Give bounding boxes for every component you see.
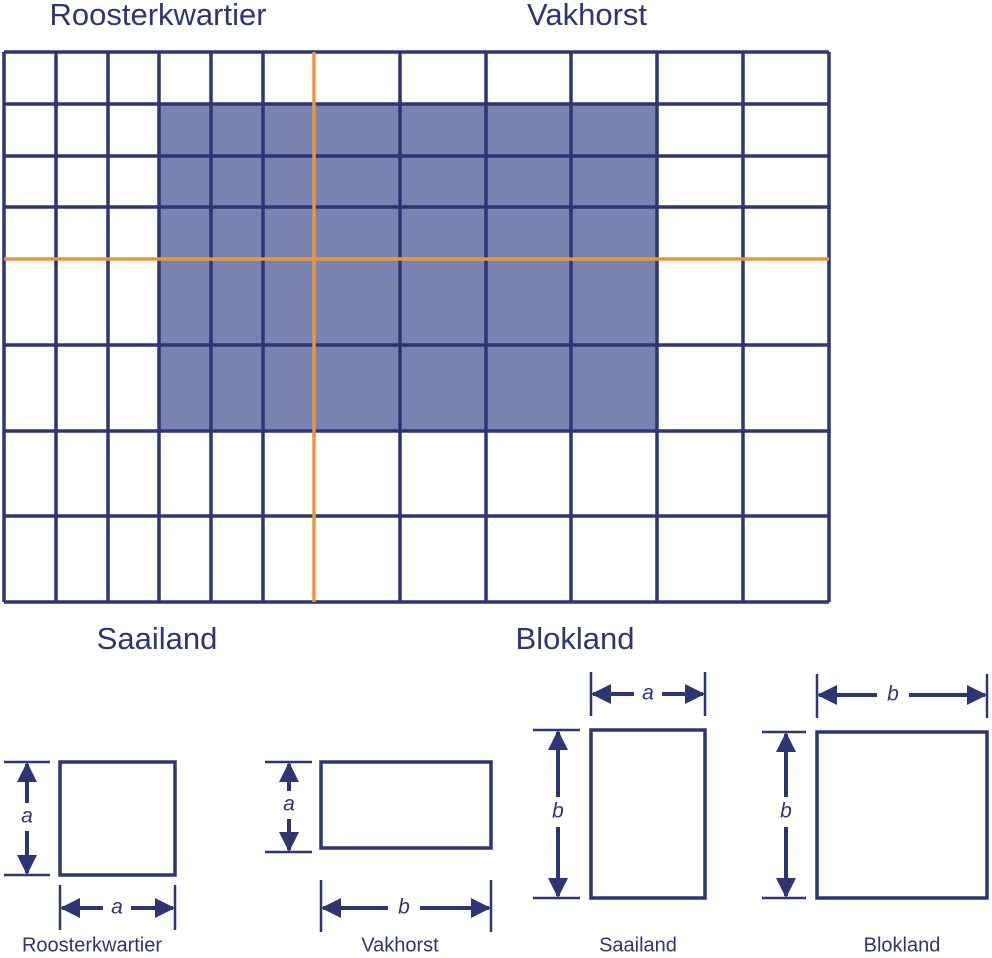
figure: b b Blokland [762, 674, 989, 956]
width-label: b [398, 896, 410, 919]
width-label: a [111, 896, 123, 919]
shaded-area [159, 104, 657, 431]
height-label: a [283, 793, 295, 816]
caption: Vakhorst [361, 934, 439, 956]
height-label: b [552, 800, 564, 823]
caption: Blokland [864, 934, 941, 956]
height-label: b [780, 800, 792, 823]
figure: a b Saailand [533, 672, 707, 956]
grid-label: Vakhorst [527, 0, 647, 32]
caption: Saailand [599, 934, 677, 956]
width-label: b [887, 683, 899, 706]
grid [2, 50, 831, 604]
grid-label: Roosterkwartier [49, 0, 266, 32]
figure: a b Vakhorst [265, 760, 493, 956]
height-label: a [21, 805, 33, 828]
caption: Roosterkwartier [22, 934, 162, 956]
figure: a a Roosterkwartier [4, 760, 177, 956]
grid-label: Saailand [97, 621, 218, 656]
grid-label: Blokland [516, 621, 635, 656]
width-label: a [642, 682, 654, 705]
